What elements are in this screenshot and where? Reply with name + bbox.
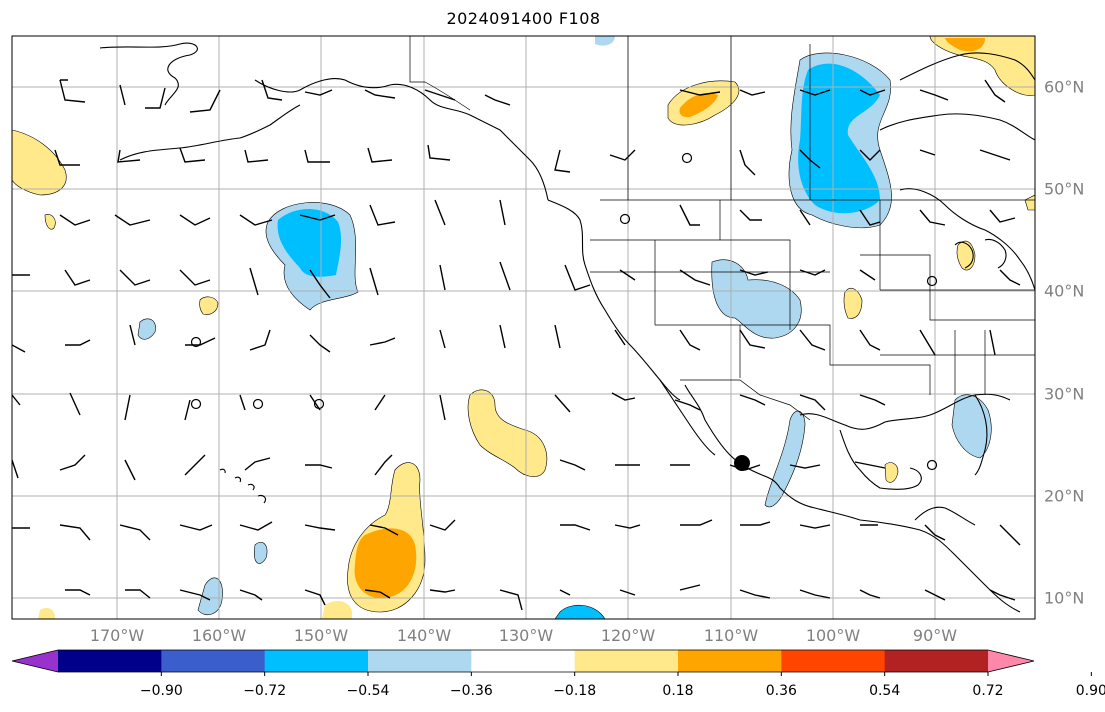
colorbar-tick-label: 0.72	[972, 683, 1004, 699]
negative-anomaly-region	[711, 259, 802, 339]
positive-anomaly-region	[38, 608, 56, 619]
map-frame	[11, 35, 1036, 620]
positive-anomaly-region	[929, 36, 1035, 96]
positive-anomaly-region	[1024, 194, 1035, 211]
colorbar-tick-label: −0.54	[346, 683, 390, 699]
positive-anomaly-region	[199, 296, 219, 315]
anomaly-fills	[12, 36, 1035, 619]
negative-anomaly-region	[137, 318, 156, 340]
lon-label-150w: 150°W	[293, 626, 349, 645]
lat-label-10n: 10°N	[1044, 588, 1085, 608]
negative-anomaly-region	[595, 36, 615, 46]
lat-label-40n: 40°N	[1044, 281, 1085, 301]
lon-label-130w: 130°W	[498, 626, 554, 645]
map-title: 2024091400 F108	[446, 9, 601, 28]
negative-anomaly-core	[277, 208, 342, 277]
lon-label-170w: 170°W	[89, 626, 145, 645]
colorbar-tick-label: −0.18	[553, 683, 597, 699]
positive-anomaly-region	[956, 240, 976, 271]
lon-label-90w: 90°W	[912, 626, 958, 645]
lat-label-30n: 30°N	[1044, 384, 1085, 404]
colorbar-tick-label: −0.72	[243, 683, 287, 699]
colorbar-tick-label: 0.90	[1075, 683, 1105, 699]
negative-anomaly-region	[254, 541, 268, 564]
calm-markers	[190, 152, 938, 471]
colorbar-tick-label: 0.54	[869, 683, 901, 699]
graticule	[12, 36, 1035, 619]
positive-anomaly-core	[354, 528, 417, 599]
negative-anomaly-region	[197, 577, 223, 616]
negative-anomaly-region	[764, 410, 806, 508]
colorbar-tick-label: −0.90	[139, 683, 183, 699]
coastlines	[99, 42, 1035, 613]
wind-barbs	[12, 79, 1021, 611]
lon-label-120w: 120°W	[600, 626, 656, 645]
positive-anomaly-region	[843, 287, 863, 319]
colorbar-tick-label: 0.36	[765, 683, 797, 699]
lon-label-160w: 160°W	[191, 626, 247, 645]
positive-anomaly-region	[12, 129, 67, 196]
lon-label-140w: 140°W	[396, 626, 452, 645]
lon-label-100w: 100°W	[805, 626, 861, 645]
colorbar-tick-label: −0.36	[449, 683, 493, 699]
storm-marker	[734, 455, 750, 471]
positive-anomaly-region	[322, 600, 352, 619]
positive-anomaly-region	[884, 462, 899, 483]
lat-label-50n: 50°N	[1044, 179, 1085, 199]
positive-anomaly-core	[945, 38, 985, 52]
lon-label-110w: 110°W	[703, 626, 759, 645]
positive-anomaly-core	[679, 93, 718, 118]
negative-anomaly-core	[798, 63, 880, 214]
positive-anomaly-region	[467, 389, 548, 477]
colorbar-tick-label: 0.18	[662, 683, 694, 699]
political-borders	[409, 36, 1035, 421]
negative-anomaly-region	[554, 605, 606, 619]
positive-anomaly-region	[44, 214, 56, 230]
lat-label-60n: 60°N	[1044, 77, 1085, 97]
lat-label-20n: 20°N	[1044, 486, 1085, 506]
